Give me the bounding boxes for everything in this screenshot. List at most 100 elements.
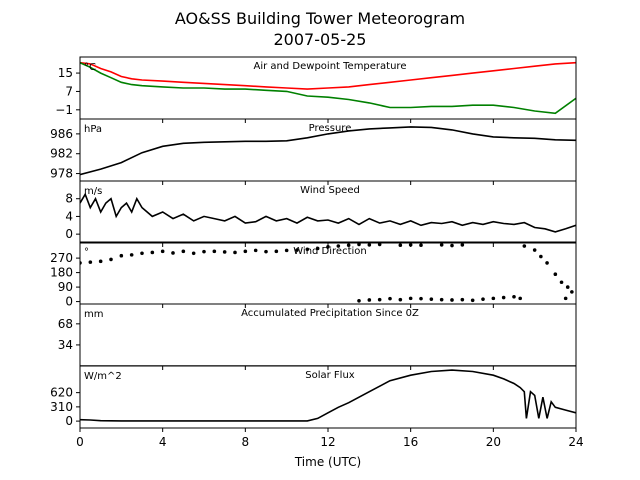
panel-title: Wind Direction: [293, 246, 367, 257]
x-tick-label: 20: [486, 435, 501, 449]
chart-panels: 157−1°C Air and Dewpoint Temperature98698…: [50, 56, 577, 432]
panel-title: Air and Dewpoint Temperature: [254, 61, 407, 72]
data-point: [522, 244, 527, 248]
data-point: [501, 295, 506, 300]
data-point: [367, 243, 372, 247]
data-point: [140, 251, 144, 256]
wind-direction-points: [80, 242, 574, 303]
y-tick-label: 270: [50, 251, 73, 265]
data-point: [160, 249, 165, 254]
data-point: [532, 248, 537, 252]
y-tick-label: 7: [65, 84, 73, 98]
data-point: [439, 297, 444, 302]
panel-title: Wind Speed: [300, 185, 360, 196]
y-tick-label: 8: [65, 192, 73, 206]
chart-title-line1: AO&SS Building Tower Meteorogram: [175, 9, 465, 28]
data-point: [336, 244, 341, 248]
data-point: [357, 242, 361, 247]
y-tick-label: −1: [55, 103, 73, 117]
panel-unit-label: °: [84, 247, 89, 258]
data-point: [460, 297, 465, 302]
data-point: [377, 297, 382, 302]
data-point: [357, 298, 361, 303]
data-point: [129, 253, 134, 257]
y-tick-label: 90: [58, 280, 73, 294]
data-point: [553, 272, 558, 277]
y-tick-label: 34: [58, 338, 73, 352]
data-point: [429, 297, 434, 301]
panel-pressure: 986 982 978 hPa Pressure: [50, 118, 577, 185]
panel-unit-label: W/m^2: [84, 371, 122, 382]
y-tick-label: 986: [50, 127, 73, 141]
x-tick-label: 16: [403, 435, 418, 449]
panel-title: Solar Flux: [305, 370, 355, 381]
data-point: [398, 297, 403, 302]
data-point: [315, 246, 320, 251]
data-point: [274, 249, 279, 254]
data-point: [450, 298, 454, 302]
data-point: [539, 254, 543, 259]
panel-unit-label: °C: [84, 62, 96, 73]
panel-title: Accumulated Precipitation Since 0Z: [241, 308, 419, 319]
x-tick-label: 4: [159, 435, 167, 449]
y-tick-label: 620: [50, 386, 73, 400]
data-point: [233, 250, 237, 255]
data-point: [545, 261, 549, 265]
y-tick-label: 68: [58, 317, 73, 331]
panel-wind-speed: 8 4 0 m/s Wind Speed: [65, 180, 577, 247]
pressure-default-line: [80, 126, 576, 176]
data-point: [470, 298, 475, 303]
temperature-temperature-line: [80, 61, 576, 90]
data-point: [222, 250, 227, 254]
data-point: [212, 249, 217, 254]
data-point: [491, 296, 496, 301]
data-point: [171, 251, 175, 255]
data-point: [202, 249, 206, 254]
y-tick-label: 15: [58, 66, 73, 80]
data-point: [439, 243, 444, 247]
y-tick-label: 0: [65, 414, 73, 428]
panel-unit-label: hPa: [84, 124, 102, 135]
data-point: [388, 296, 392, 301]
wind-speed-default-line: [80, 192, 576, 233]
data-point: [367, 298, 372, 302]
data-point: [512, 294, 516, 299]
data-point: [565, 285, 570, 289]
data-point: [346, 243, 351, 248]
x-tick-label: 8: [242, 435, 250, 449]
data-point: [253, 248, 258, 253]
data-point: [295, 248, 299, 252]
data-point: [119, 253, 124, 258]
x-tick-label: 24: [568, 435, 583, 449]
data-point: [377, 242, 382, 247]
data-point: [419, 243, 423, 248]
data-point: [460, 243, 465, 247]
data-point: [570, 290, 574, 294]
chart-title-line2: 2007-05-25: [274, 30, 367, 49]
data-point: [150, 250, 155, 255]
data-point: [408, 243, 413, 247]
data-point: [326, 245, 330, 249]
y-tick-label: 978: [50, 167, 73, 181]
data-point: [518, 296, 522, 301]
panel-unit-label: mm: [84, 309, 103, 320]
data-point: [284, 248, 289, 253]
x-axis: 0 4 8 12 16 20 24: [76, 435, 583, 449]
data-point: [243, 249, 248, 254]
panel-title: Pressure: [309, 123, 352, 134]
y-tick-label: 0: [65, 227, 73, 241]
y-tick-label: 180: [50, 266, 73, 280]
x-axis-title: Time (UTC): [294, 455, 361, 469]
temperature-dewpoint-line: [80, 61, 576, 115]
y-tick-label: 982: [50, 147, 73, 161]
data-point: [481, 297, 485, 301]
data-point: [181, 249, 186, 254]
data-point: [98, 259, 103, 264]
data-point: [450, 243, 454, 248]
data-point: [88, 260, 93, 264]
data-point: [408, 296, 413, 301]
y-tick-label: 4: [65, 209, 73, 223]
data-point: [191, 251, 196, 256]
